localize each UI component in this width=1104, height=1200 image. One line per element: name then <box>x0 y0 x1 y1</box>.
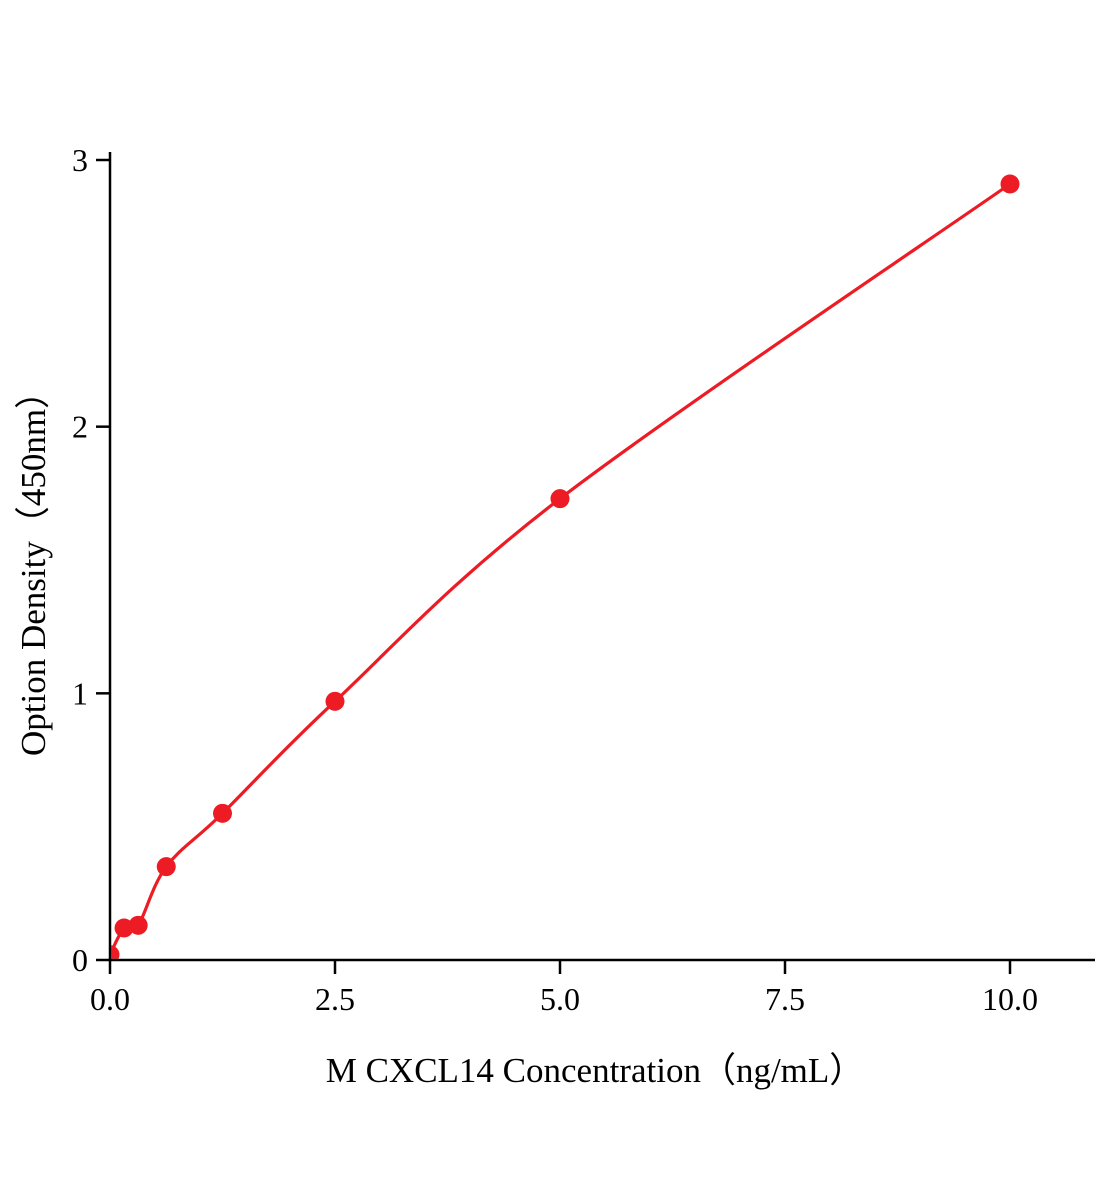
data-point-marker <box>156 857 176 877</box>
data-point-marker <box>550 489 570 509</box>
data-point-marker <box>213 803 232 823</box>
data-point-marker <box>325 691 345 711</box>
x-axis-title: M CXCL14 Concentration（ng/mL） <box>326 1051 865 1090</box>
data-point-marker <box>111 945 120 959</box>
y-tick-label: 2 <box>72 409 88 445</box>
axes <box>108 152 1095 962</box>
x-tick-label: 0.0 <box>90 981 130 1017</box>
x-tick-label: 10.0 <box>982 981 1038 1017</box>
x-tick-label: 7.5 <box>765 981 805 1017</box>
x-tick-label: 5.0 <box>540 981 580 1017</box>
y-tick-label: 3 <box>72 142 88 178</box>
y-tick-label: 1 <box>72 675 88 711</box>
plot-layer: 0.0 2.5 5.0 7.5 10.0 0 1 2 3 <box>72 142 1038 1017</box>
data-point-marker <box>1000 174 1020 194</box>
y-axis-title: Option Density（450nm） <box>14 374 53 756</box>
y-tick-label: 0 <box>72 942 88 978</box>
data-series-group <box>111 174 1020 959</box>
standard-curve-line <box>111 182 1011 956</box>
data-point-marker <box>114 918 134 938</box>
x-tick-label: 2.5 <box>315 981 355 1017</box>
data-point-marker <box>128 915 148 935</box>
